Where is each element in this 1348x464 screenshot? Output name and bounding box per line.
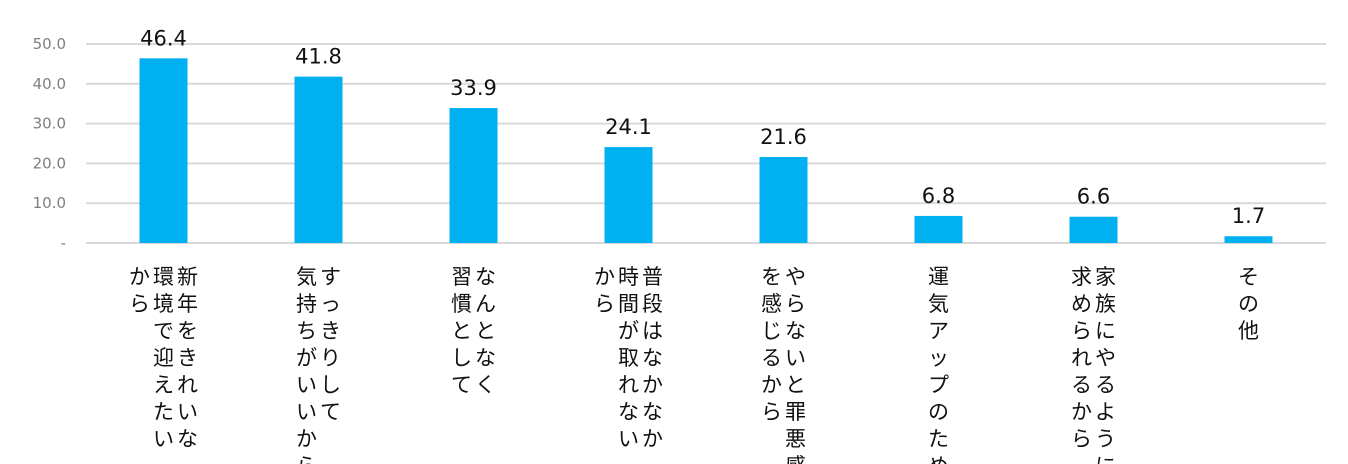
category-label-line: 新年をきれいな — [177, 265, 198, 451]
category-label-line: 普段はなかなか — [642, 265, 663, 451]
bar — [604, 147, 653, 243]
bar — [759, 157, 808, 243]
category-label: その他 — [1238, 265, 1259, 343]
gridlines — [86, 43, 1326, 244]
category-label: やらないと罪悪感を感じるから — [761, 265, 806, 464]
bar — [914, 215, 963, 243]
category-label: 運気アップのため — [928, 265, 949, 464]
y-tick-label: 50.0 — [33, 35, 66, 53]
category-label-line: 習慣として — [451, 265, 472, 397]
data-labels: 46.4 41.8 33.9 24.1 21.6 6.8 6.6 1.7 — [140, 26, 1265, 228]
bar — [449, 108, 498, 243]
data-label: 6.6 — [1077, 185, 1110, 209]
category-label-line: から — [594, 265, 615, 316]
category-labels: 新年をきれいな環境で迎えたいからすっきりして気持ちがいいからなんとなく習慣として… — [129, 265, 1259, 464]
y-tick-label: 30.0 — [33, 115, 66, 133]
bars — [139, 58, 1273, 243]
data-label: 41.8 — [295, 45, 342, 69]
category-label-line: 運気アップのため — [928, 265, 949, 464]
y-tick-label: 40.0 — [33, 75, 66, 93]
category-label-line: 家族にやるように — [1095, 265, 1116, 464]
category-label-line: 時間が取れない — [618, 265, 639, 451]
y-tick-label: - — [61, 234, 66, 252]
data-label: 46.4 — [140, 26, 187, 50]
category-label-line: すっきりして — [320, 265, 341, 424]
data-label: 1.7 — [1232, 204, 1265, 228]
category-label: すっきりして気持ちがいいから — [296, 265, 341, 464]
bar — [139, 58, 188, 243]
bar — [1224, 236, 1273, 243]
category-label-line: から — [129, 265, 150, 316]
y-axis-ticks: - 10.0 20.0 30.0 40.0 50.0 — [33, 35, 66, 252]
y-tick-label: 20.0 — [33, 154, 66, 172]
category-label-line: やらないと罪悪感 — [785, 265, 806, 464]
data-label: 24.1 — [605, 115, 652, 139]
category-label-line: を感じるから — [761, 265, 782, 424]
category-label-line: 求められるから — [1071, 265, 1092, 451]
data-label: 21.6 — [760, 125, 807, 149]
category-label-line: なんとなく — [475, 265, 496, 397]
category-label-line: その他 — [1238, 265, 1259, 343]
data-label: 6.8 — [922, 184, 955, 208]
data-label: 33.9 — [450, 76, 497, 100]
category-label: 家族にやるように求められるから — [1071, 265, 1116, 464]
bar — [294, 76, 343, 243]
category-label-line: 気持ちがいいから — [296, 265, 317, 464]
y-tick-label: 10.0 — [33, 194, 66, 212]
category-label-line: 環境で迎えたい — [153, 265, 174, 451]
bar — [1069, 216, 1118, 243]
